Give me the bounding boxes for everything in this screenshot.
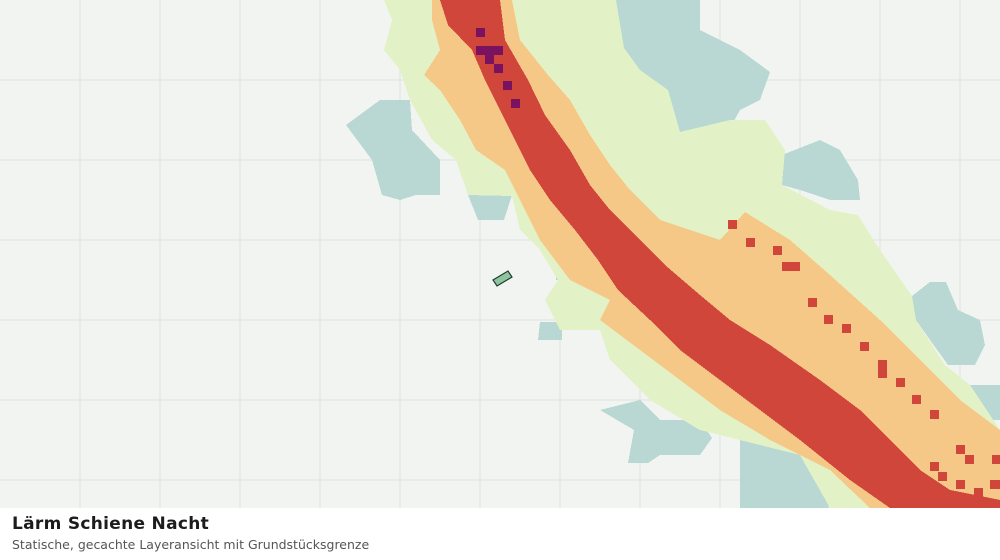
noise-spots-high bbox=[728, 220, 1000, 497]
teal-zones bbox=[346, 0, 1000, 510]
caption-bar: Lärm Schiene Nacht Statische, gecachte L… bbox=[0, 508, 1000, 560]
noise-zone-medium bbox=[424, 0, 1000, 508]
layer-subtitle: Statische, gecachte Layeransicht mit Gru… bbox=[12, 537, 370, 552]
parcel-boundary bbox=[492, 270, 513, 287]
layer-title: Lärm Schiene Nacht bbox=[12, 514, 210, 534]
noise-zone-very-high bbox=[476, 28, 520, 108]
